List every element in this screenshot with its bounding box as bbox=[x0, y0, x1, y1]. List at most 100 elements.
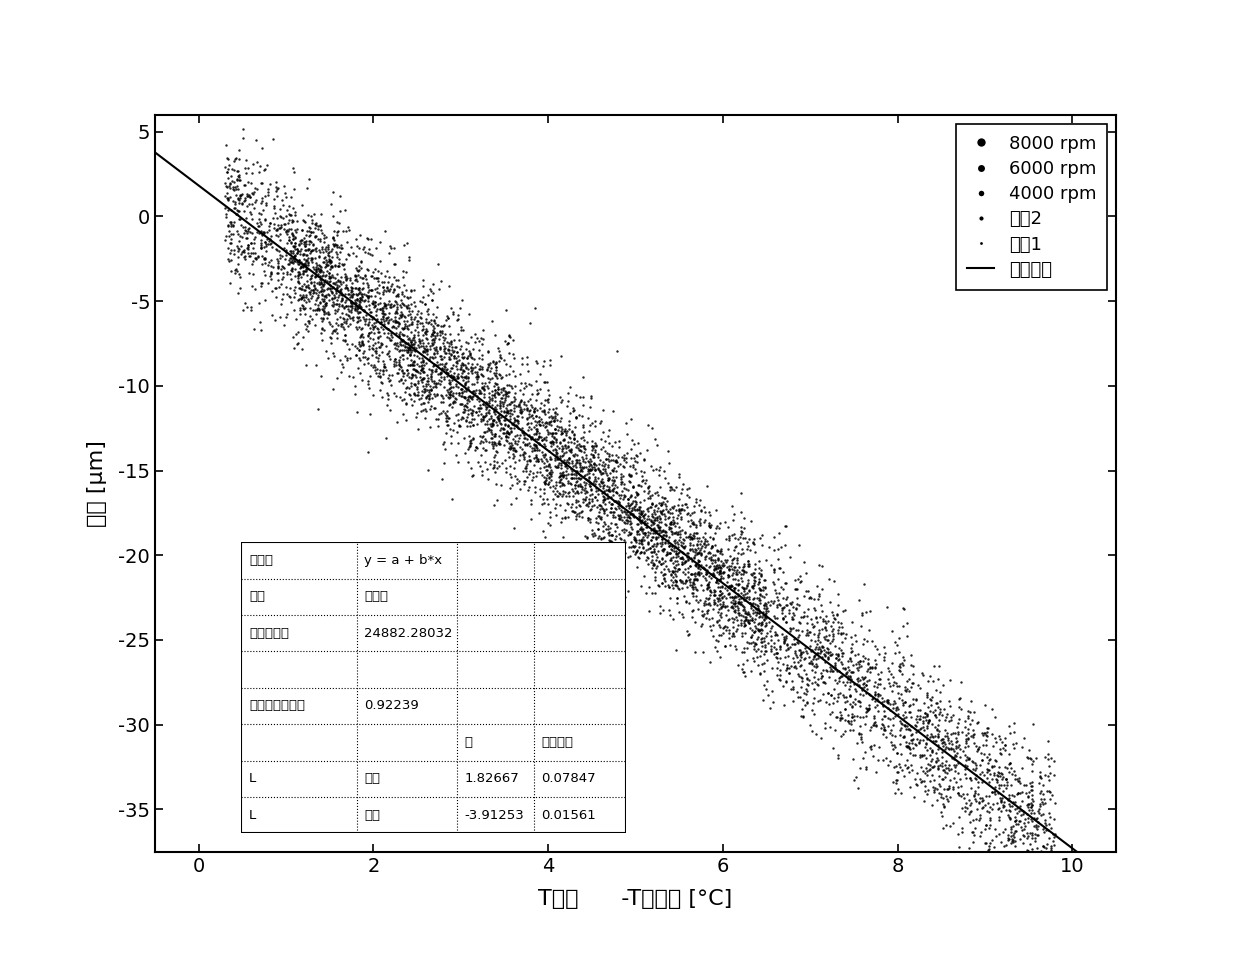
Point bbox=[496, 464, 516, 479]
Point bbox=[312, 241, 332, 256]
Point bbox=[320, 287, 340, 302]
Point bbox=[401, 357, 420, 372]
Point bbox=[301, 234, 321, 250]
Point bbox=[532, 433, 552, 448]
Point bbox=[976, 817, 996, 833]
Point bbox=[758, 653, 777, 668]
Point bbox=[682, 610, 702, 625]
Point bbox=[236, 153, 255, 168]
Point bbox=[446, 385, 466, 400]
Point bbox=[521, 496, 541, 511]
Point bbox=[647, 549, 667, 565]
Point bbox=[537, 418, 557, 434]
Point bbox=[838, 713, 858, 728]
Point bbox=[234, 204, 254, 219]
Point bbox=[505, 350, 525, 366]
Point bbox=[660, 590, 680, 605]
Point bbox=[631, 463, 651, 478]
Point bbox=[404, 386, 424, 401]
Point bbox=[583, 461, 603, 477]
Point bbox=[459, 356, 479, 371]
Point bbox=[435, 405, 455, 420]
Point bbox=[516, 430, 536, 445]
Point bbox=[790, 642, 810, 657]
Point bbox=[696, 611, 715, 626]
Point bbox=[800, 590, 820, 606]
Point bbox=[635, 517, 655, 532]
Point bbox=[314, 250, 334, 265]
Point bbox=[362, 268, 382, 283]
Point bbox=[346, 319, 366, 334]
Point bbox=[883, 683, 903, 699]
Point bbox=[662, 539, 682, 554]
Point bbox=[443, 361, 463, 376]
Point bbox=[336, 348, 356, 364]
Point bbox=[589, 509, 609, 524]
Point bbox=[599, 473, 619, 488]
Point bbox=[670, 529, 689, 545]
Point bbox=[653, 542, 673, 557]
Point bbox=[553, 440, 573, 456]
Point bbox=[565, 410, 585, 425]
Point bbox=[749, 574, 769, 590]
Point bbox=[799, 583, 818, 598]
Point bbox=[963, 873, 983, 888]
Point bbox=[259, 234, 279, 249]
Point bbox=[461, 363, 481, 378]
Point bbox=[401, 341, 420, 356]
Point bbox=[929, 768, 949, 784]
Point bbox=[532, 430, 552, 445]
Point bbox=[408, 313, 428, 328]
Point bbox=[715, 581, 735, 596]
Point bbox=[923, 704, 942, 720]
Point bbox=[532, 445, 552, 460]
Point bbox=[647, 503, 667, 519]
Point bbox=[309, 402, 329, 417]
Point bbox=[796, 566, 816, 581]
Point bbox=[715, 599, 735, 614]
Point bbox=[584, 438, 604, 454]
Point bbox=[954, 787, 973, 802]
Point bbox=[290, 288, 310, 303]
Point bbox=[859, 687, 879, 702]
Point bbox=[542, 426, 562, 441]
Point bbox=[634, 464, 653, 479]
Point bbox=[396, 372, 415, 388]
Point bbox=[371, 315, 391, 330]
Point bbox=[620, 513, 640, 528]
Point bbox=[340, 298, 360, 313]
Point bbox=[280, 251, 300, 266]
Point bbox=[820, 635, 839, 651]
Point bbox=[884, 696, 904, 711]
Point bbox=[598, 490, 618, 505]
Point bbox=[650, 510, 670, 525]
Point bbox=[456, 370, 476, 386]
Point bbox=[982, 801, 1002, 816]
Point bbox=[1012, 739, 1032, 754]
Point bbox=[760, 701, 780, 716]
Point bbox=[656, 524, 676, 540]
Point bbox=[688, 565, 708, 580]
Point bbox=[346, 232, 366, 247]
Point bbox=[753, 579, 773, 594]
Point bbox=[670, 562, 689, 577]
Point bbox=[910, 733, 930, 748]
Point bbox=[828, 686, 848, 701]
Point bbox=[625, 490, 645, 505]
Point bbox=[264, 201, 284, 216]
Point bbox=[841, 679, 861, 694]
Point bbox=[489, 340, 508, 355]
Point bbox=[1013, 827, 1033, 842]
Point bbox=[841, 651, 861, 666]
Point bbox=[526, 431, 546, 446]
Point bbox=[960, 798, 980, 813]
Point bbox=[734, 599, 754, 614]
Point bbox=[477, 380, 497, 395]
Point bbox=[642, 462, 662, 478]
Point bbox=[352, 280, 372, 296]
Point bbox=[534, 403, 554, 418]
Point bbox=[559, 413, 579, 429]
Point bbox=[831, 704, 851, 720]
Point bbox=[817, 651, 837, 666]
Point bbox=[957, 730, 977, 746]
